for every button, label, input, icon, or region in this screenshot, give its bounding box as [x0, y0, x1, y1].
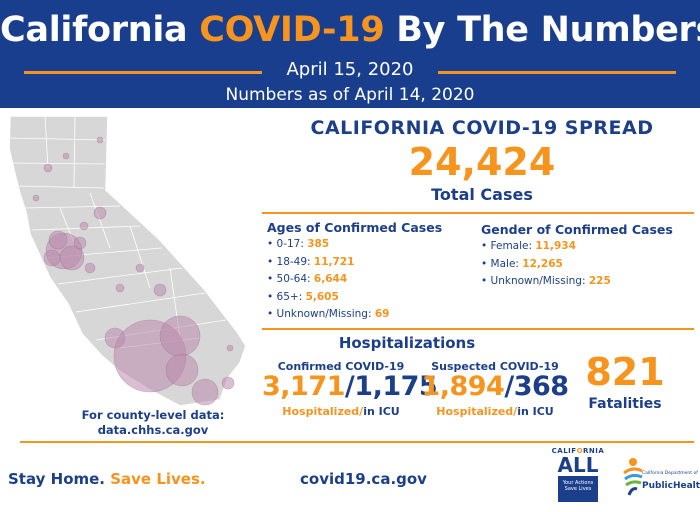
title-highlight: COVID-19	[199, 10, 385, 50]
list-item: • 18-49: 11,721	[267, 255, 355, 268]
suspected-caption: Hospitalized/in ICU	[436, 405, 554, 418]
ca-logo-box: Your Actions Save Lives	[558, 476, 598, 502]
map-bubble	[221, 376, 235, 390]
confirmed-label: Confirmed COVID-19	[277, 360, 405, 373]
map-bubble	[84, 262, 96, 274]
suspected-label: Suspected COVID-19	[431, 360, 559, 373]
title-text-1: California	[0, 10, 200, 50]
header-rule-left	[24, 71, 262, 74]
title-text-2: By The Numbers	[384, 10, 700, 50]
california-map	[8, 115, 247, 406]
ca-logo-wordmark: CALIFORNIA	[551, 447, 605, 455]
list-item: • 0-17: 385	[267, 238, 330, 250]
map-bubble	[62, 152, 70, 160]
header-banner: California COVID-19 By The Numbers April…	[0, 0, 700, 108]
map-bubble	[96, 136, 104, 144]
map-bubble	[48, 230, 68, 250]
page-title: California COVID-19 By The Numbers	[0, 10, 700, 50]
divider	[262, 328, 694, 330]
california-all-logo: CALIFORNIA ALL Your Actions Save Lives	[548, 447, 608, 509]
cdph-department-text: California Department of	[642, 471, 698, 476]
map-bubble	[226, 344, 234, 352]
county-data-link[interactable]: data.chhs.ca.gov	[97, 423, 209, 437]
map-bubble	[43, 163, 53, 173]
total-cases-label: Total Cases	[431, 185, 533, 204]
list-item: • Female: 11,934	[481, 240, 576, 252]
website-link[interactable]: covid19.ca.gov	[300, 470, 427, 488]
map-bubble	[79, 221, 89, 231]
map-bubble	[32, 194, 40, 202]
list-item: • Unknown/Missing: 225	[481, 275, 611, 287]
map-bubble	[59, 245, 85, 271]
ages-title: Ages of Confirmed Cases	[267, 220, 443, 235]
list-item: • 50-64: 6,644	[267, 273, 348, 285]
data-as-of: Numbers as of April 14, 2020	[225, 85, 475, 105]
map-bubble	[115, 283, 125, 293]
map-bubble	[159, 315, 201, 357]
list-item: • Unknown/Missing: 69	[267, 308, 390, 320]
map-bubble	[93, 206, 107, 220]
spread-title: CALIFORNIA COVID-19 SPREAD	[310, 117, 654, 139]
suspected-values: 1,894/368	[421, 371, 569, 402]
list-item: • 65+: 5,605	[267, 290, 339, 303]
confirmed-values: 3,171/1,175	[262, 371, 438, 402]
cdph-logo: California Department of PublicHealth	[622, 457, 700, 507]
fatalities-label: Fatalities	[588, 396, 662, 412]
hospitalizations-title: Hospitalizations	[338, 334, 476, 352]
divider	[262, 212, 694, 214]
list-item: • Male: 12,265	[481, 257, 563, 270]
confirmed-caption: Hospitalized/in ICU	[282, 405, 400, 418]
header-rule-right	[438, 71, 676, 74]
cdph-figure-icon	[623, 458, 643, 496]
ages-list: • 0-17: 385 • 18-49: 11,721 • 50-64: 6,6…	[267, 236, 389, 324]
county-note-line: For county-level data:	[81, 408, 225, 422]
divider	[20, 441, 694, 443]
gender-list: • Female: 11,934 • Male: 12,265 • Unknow…	[481, 238, 611, 291]
slogan: Stay Home. Save Lives.	[8, 470, 206, 488]
map-bubble	[43, 249, 61, 267]
report-date: April 15, 2020	[286, 59, 414, 80]
cdph-publichealth-text: PublicHealth	[642, 481, 700, 491]
ca-logo-all: ALL	[557, 453, 599, 477]
total-cases-value: 24,424	[408, 140, 556, 184]
map-bubble	[191, 378, 219, 406]
county-data-note: For county-level data: data.chhs.ca.gov	[48, 408, 258, 438]
map-bubble	[153, 283, 167, 297]
fatalities-value: 821	[585, 350, 665, 394]
map-bubble	[135, 263, 145, 273]
map-bubble	[165, 353, 199, 387]
gender-title: Gender of Confirmed Cases	[481, 222, 673, 237]
map-bubble	[73, 236, 87, 250]
